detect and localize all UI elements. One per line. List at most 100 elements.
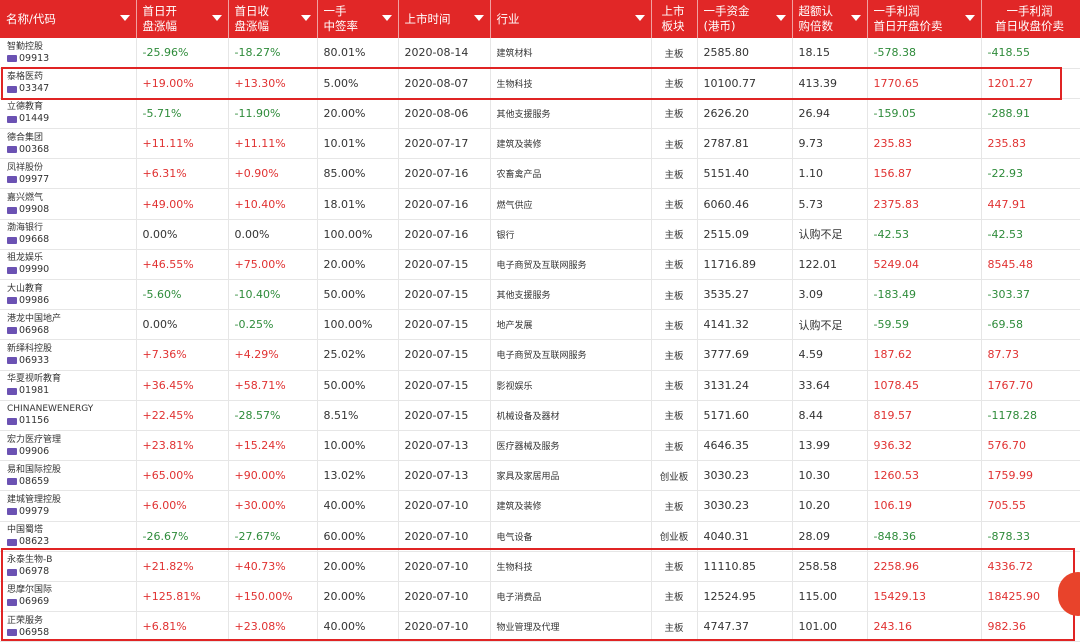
- table-row[interactable]: 建城管理控股 09979 +6.00% +30.00% 40.00% 2020-07-10…: [0, 490, 1080, 522]
- listing-date-cell: 2020-07-15: [398, 400, 491, 431]
- sort-down-arrow-icon[interactable]: [473, 15, 484, 21]
- table-row[interactable]: 祖龙娱乐 09990 +46.55% +75.00% 20.00% 2020-07-15 电…: [0, 249, 1080, 281]
- stock-name-cell[interactable]: CHINANEWENERGY 01156: [0, 400, 137, 431]
- stock-name[interactable]: 华夏视听教育: [7, 374, 62, 385]
- column-header-8[interactable]: 超额认 购倍数: [792, 0, 868, 38]
- column-header-3[interactable]: 一手 中签率: [317, 0, 399, 38]
- stock-name-cell[interactable]: 立德教育 01449: [0, 98, 137, 130]
- stock-name[interactable]: 新绎科控股: [7, 343, 53, 354]
- table-row[interactable]: 思摩尔国际 06969 +125.81% +150.00% 20.00% 2020-07-…: [0, 581, 1080, 613]
- column-header-2[interactable]: 首日收 盘涨幅: [228, 0, 318, 38]
- column-header-0[interactable]: 名称/代码: [0, 0, 137, 38]
- stock-name[interactable]: 立德教育: [7, 102, 44, 113]
- sort-down-arrow-icon[interactable]: [300, 15, 311, 21]
- stock-name[interactable]: 嘉兴燃气: [7, 193, 44, 204]
- listing-date-cell: 2020-07-15: [398, 370, 491, 401]
- stock-name[interactable]: 正荣服务: [7, 615, 44, 626]
- table-row[interactable]: 永泰生物-B 06978 +21.82% +40.73% 20.00% 2020-07-1…: [0, 551, 1080, 582]
- hk-market-badge-icon: [7, 508, 17, 516]
- stock-name[interactable]: 永泰生物-B: [7, 555, 53, 566]
- listing-date-cell: 2020-07-15: [398, 309, 491, 341]
- lot-win-rate-cell: 10.00%: [317, 430, 399, 462]
- stock-name-cell[interactable]: 港龙中国地产 06968: [0, 309, 137, 341]
- stock-name[interactable]: 泰格医药: [7, 72, 44, 83]
- table-row[interactable]: 德合集团 00368 +11.11% +11.11% 10.01% 2020-07-17 建…: [0, 128, 1080, 160]
- industry-cell: 影视娱乐: [490, 370, 652, 401]
- lot-capital-cell: 5151.40: [697, 158, 793, 190]
- table-row[interactable]: 嘉兴燃气 09908 +49.00% +10.40% 18.01% 2020-07-16 燃…: [0, 188, 1080, 220]
- stock-name[interactable]: CHINANEWENERGY: [7, 404, 94, 415]
- stock-name-cell[interactable]: 德合集团 00368: [0, 128, 137, 160]
- table-row[interactable]: 港龙中国地产 06968 0.00% -0.25% 100.00% 2020-07-15 地…: [0, 309, 1080, 341]
- stock-name-cell[interactable]: 祖龙娱乐 09990: [0, 249, 137, 281]
- stock-name[interactable]: 中国蜀塔: [7, 525, 44, 536]
- stock-name[interactable]: 宏力医疗管理: [7, 434, 62, 445]
- table-row[interactable]: 宏力医疗管理 09906 +23.81% +15.24% 10.00% 2020-07-1…: [0, 430, 1080, 462]
- column-header-4[interactable]: 上市时间: [398, 0, 491, 38]
- first-day-open-change-cell: +6.81%: [136, 611, 229, 642]
- stock-name[interactable]: 祖龙娱乐: [7, 253, 44, 264]
- sort-down-arrow-icon[interactable]: [381, 15, 392, 21]
- stock-name-cell[interactable]: 中国蜀塔 08623: [0, 521, 137, 552]
- stock-code: 09668: [19, 234, 50, 246]
- table-row[interactable]: 渤海银行 09668 0.00% 0.00% 100.00% 2020-07-16 银行 主板…: [0, 219, 1080, 250]
- table-row[interactable]: 中国蜀塔 08623 -26.67% -27.67% 60.00% 2020-07-10 电…: [0, 521, 1080, 552]
- stock-name-cell[interactable]: 思摩尔国际 06969: [0, 581, 137, 613]
- stock-code: 03347: [19, 83, 50, 95]
- stock-name[interactable]: 易和国际控股: [7, 464, 62, 475]
- stock-name[interactable]: 智勤控股: [7, 41, 44, 52]
- sort-down-arrow-icon[interactable]: [850, 15, 861, 21]
- table-row[interactable]: 凤祥股份 09977 +6.31% +0.90% 85.00% 2020-07-16 农畜禽…: [0, 158, 1080, 190]
- table-row[interactable]: 立德教育 01449 -5.71% -11.90% 20.00% 2020-08-06 其他…: [0, 98, 1080, 130]
- table-row[interactable]: 正荣服务 06958 +6.81% +23.08% 40.00% 2020-07-10 物业…: [0, 611, 1080, 642]
- stock-name[interactable]: 渤海银行: [7, 223, 44, 234]
- stock-code-wrap: 09906: [7, 446, 133, 458]
- floating-action-button[interactable]: [1058, 572, 1080, 616]
- profit-close-sell-cell: -22.93: [981, 158, 1080, 190]
- stock-name-cell[interactable]: 正荣服务 06958: [0, 611, 137, 642]
- column-header-9[interactable]: 一手利润 首日开盘价卖: [867, 0, 982, 38]
- table-row[interactable]: 易和国际控股 08659 +65.00% +90.00% 13.02% 2020-07-1…: [0, 460, 1080, 492]
- stock-name-cell[interactable]: 建城管理控股 09979: [0, 490, 137, 522]
- table-row[interactable]: 智勤控股 09913 -25.96% -18.27% 80.01% 2020-08-14 建…: [0, 38, 1080, 69]
- stock-name[interactable]: 德合集团: [7, 132, 44, 143]
- stock-name-cell[interactable]: 智勤控股 09913: [0, 38, 137, 69]
- stock-name-cell[interactable]: 嘉兴燃气 09908: [0, 188, 137, 220]
- table-row[interactable]: 新绎科控股 06933 +7.36% +4.29% 25.02% 2020-07-15 电子…: [0, 339, 1080, 371]
- table-row[interactable]: 泰格医药 03347 +19.00% +13.30% 5.00% 2020-08-07 生物…: [0, 68, 1080, 99]
- sort-down-arrow-icon[interactable]: [211, 15, 222, 21]
- stock-name-cell[interactable]: 泰格医药 03347: [0, 68, 137, 99]
- column-header-10[interactable]: 一手利润 首日收盘价卖: [981, 0, 1080, 38]
- stock-name[interactable]: 港龙中国地产: [7, 313, 62, 324]
- lot-capital-cell: 4040.31: [697, 521, 793, 552]
- sort-down-arrow-icon[interactable]: [775, 15, 786, 21]
- stock-name-cell[interactable]: 渤海银行 09668: [0, 219, 137, 250]
- stock-name-cell[interactable]: 凤祥股份 09977: [0, 158, 137, 190]
- listing-board-cell: 主板: [651, 339, 698, 371]
- table-row[interactable]: 华夏视听教育 01981 +36.45% +58.71% 50.00% 2020-07-1…: [0, 370, 1080, 401]
- stock-name-cell[interactable]: 大山教育 09986: [0, 279, 137, 311]
- column-header-6[interactable]: 上市 板块: [651, 0, 698, 38]
- column-header-5[interactable]: 行业: [490, 0, 652, 38]
- column-header-7[interactable]: 一手资金 (港币): [697, 0, 793, 38]
- table-row[interactable]: 大山教育 09986 -5.60% -10.40% 50.00% 2020-07-15 其他…: [0, 279, 1080, 311]
- stock-code-wrap: 06933: [7, 355, 133, 367]
- stock-name-cell[interactable]: 宏力医疗管理 09906: [0, 430, 137, 462]
- stock-name[interactable]: 建城管理控股: [7, 494, 62, 505]
- stock-name[interactable]: 思摩尔国际: [7, 585, 53, 596]
- stock-name-cell[interactable]: 易和国际控股 08659: [0, 460, 137, 492]
- sort-down-arrow-icon[interactable]: [634, 15, 645, 21]
- column-header-1[interactable]: 首日开 盘涨幅: [136, 0, 229, 38]
- industry-cell: 其他支援服务: [490, 279, 652, 311]
- sort-down-arrow-icon[interactable]: [964, 15, 975, 21]
- table-row[interactable]: CHINANEWENERGY 01156 +22.45% -28.57% 8.51% 20…: [0, 400, 1080, 431]
- stock-name[interactable]: 凤祥股份: [7, 162, 44, 173]
- sort-down-arrow-icon[interactable]: [119, 15, 130, 21]
- listing-board-cell: 主板: [651, 370, 698, 401]
- stock-code-wrap: 09990: [7, 264, 133, 276]
- stock-name-cell[interactable]: 永泰生物-B 06978: [0, 551, 137, 582]
- oversubscription-cell: 认购不足: [792, 219, 868, 250]
- stock-name-cell[interactable]: 华夏视听教育 01981: [0, 370, 137, 401]
- stock-name[interactable]: 大山教育: [7, 283, 44, 294]
- stock-name-cell[interactable]: 新绎科控股 06933: [0, 339, 137, 371]
